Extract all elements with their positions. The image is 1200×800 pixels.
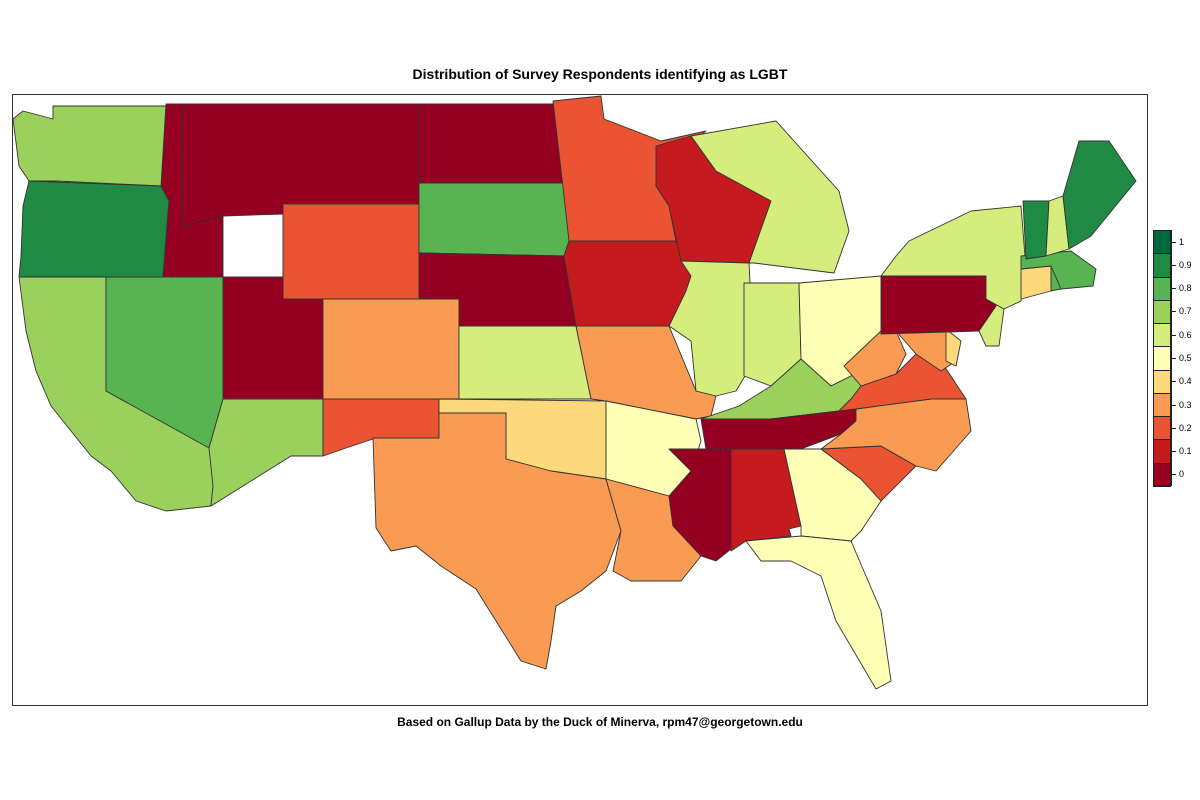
legend-tick [1172, 427, 1176, 429]
legend-tick [1172, 311, 1176, 313]
map-caption: Based on Gallup Data by the Duck of Mine… [397, 715, 803, 729]
state-pa [880, 275, 997, 335]
legend-tick [1172, 241, 1176, 243]
legend-label: 0.3 [1179, 399, 1192, 410]
us-state-map [13, 95, 1137, 690]
state-fl [745, 535, 892, 690]
map-panel [12, 94, 1148, 706]
legend-tick [1172, 288, 1176, 290]
state-ma [1020, 250, 1097, 290]
state-wy [282, 203, 420, 300]
legend-label: 0.2 [1179, 422, 1192, 433]
legend-tick [1172, 474, 1176, 476]
state-co [322, 298, 460, 400]
state-ia [563, 240, 692, 327]
legend-tick [1172, 264, 1176, 266]
legend-tick [1172, 358, 1176, 359]
state-az [208, 398, 324, 507]
legend-label: 0.5 [1179, 353, 1192, 363]
state-tx [372, 412, 622, 670]
state-nc [820, 398, 972, 472]
state-de [945, 328, 962, 367]
legend-label: 1 [1179, 236, 1185, 247]
legend-tick [1172, 381, 1176, 383]
legend-tick [1172, 404, 1176, 406]
legend-tick [1172, 451, 1176, 453]
state-ny [880, 205, 1027, 310]
color-legend: 1 0.9 0.8 0.7 0.6 0.5 0.4 0.3 0.2 0.1 0 [1153, 230, 1192, 487]
map-title: Distribution of Survey Respondents ident… [412, 66, 788, 82]
legend-tick [1172, 334, 1176, 336]
legend-label: 0 [1179, 469, 1185, 480]
legend-label: 0.1 [1179, 446, 1192, 457]
legend-frame [1153, 230, 1172, 486]
state-sd [418, 182, 570, 257]
state-or [18, 180, 170, 278]
state-nd [418, 103, 567, 184]
state-ct [1020, 265, 1052, 300]
state-mi [690, 120, 850, 274]
legend-label: 0.8 [1179, 283, 1192, 294]
state-ks [458, 325, 592, 400]
state-wa [13, 105, 167, 187]
legend-label: 0.7 [1179, 306, 1192, 317]
state-vt [1022, 200, 1050, 260]
legend-label: 0.6 [1179, 329, 1192, 340]
state-me [1062, 140, 1137, 250]
legend-label: 0.4 [1179, 376, 1192, 387]
legend-label: 0.9 [1179, 259, 1192, 270]
